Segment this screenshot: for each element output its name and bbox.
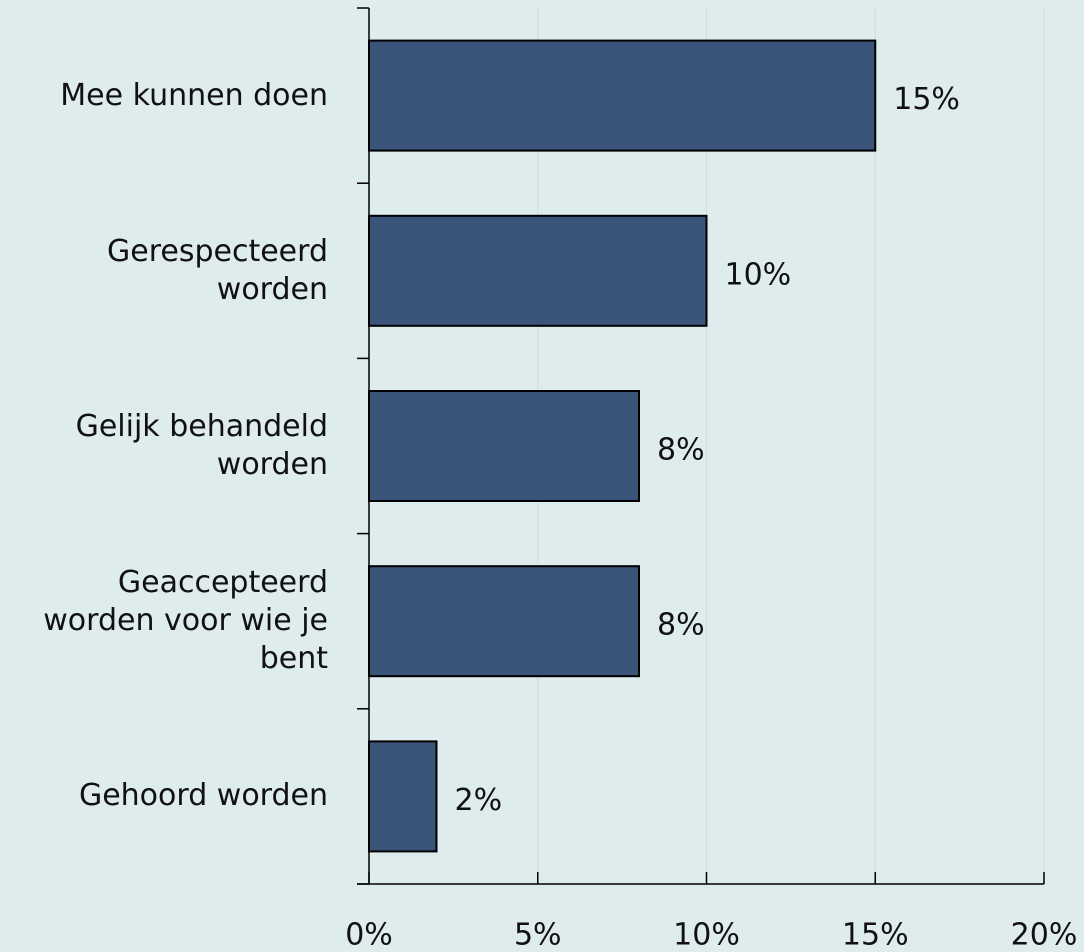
category-label: Gelijk behandeld worden [75, 409, 328, 482]
x-tick-label: 5% [514, 918, 562, 952]
x-tick-label: 0% [345, 918, 393, 952]
x-tick-label: 20% [1011, 918, 1078, 952]
bar [368, 740, 438, 853]
bar [368, 390, 640, 502]
value-label: 2% [455, 783, 503, 818]
category-label: Mee kunnen doen [60, 77, 328, 113]
x-tick-label: 10% [673, 918, 740, 952]
value-label: 8% [657, 608, 705, 643]
bar [368, 39, 877, 152]
value-label: 10% [725, 257, 792, 292]
bar [368, 565, 640, 678]
bar [368, 214, 708, 327]
value-label: 8% [657, 433, 705, 468]
category-label: Geaccepteerd worden voor wie je bent [43, 565, 328, 677]
value-label: 15% [893, 82, 960, 117]
x-tick-label: 15% [842, 918, 909, 952]
category-label: Gerespecteerd worden [107, 233, 328, 307]
category-label: Gehoord worden [78, 778, 328, 814]
